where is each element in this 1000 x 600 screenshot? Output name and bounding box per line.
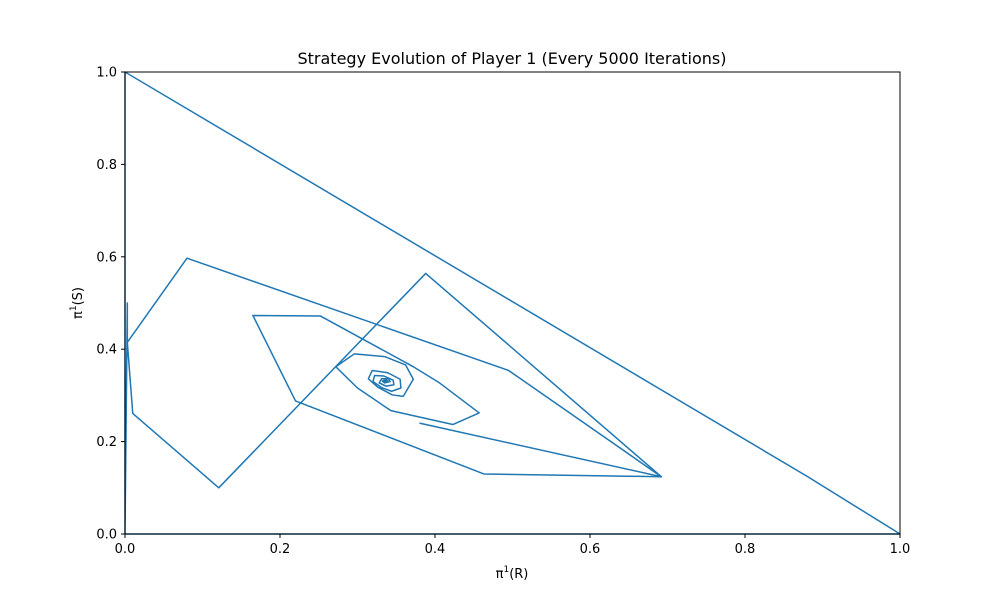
x-tick-label: 0.4: [425, 542, 446, 557]
y-tick-label: 0.0: [96, 528, 117, 543]
y-tick-label: 0.8: [96, 158, 117, 173]
y-axis-label: π1(S): [69, 287, 86, 319]
series-group: [124, 71, 901, 535]
x-tick-label: 1.0: [890, 542, 911, 557]
x-axis-label-rest: (R): [509, 567, 528, 582]
y-axis-label-sup: 1: [69, 305, 79, 311]
x-tick-label: 0.2: [270, 542, 291, 557]
plot-frame: [124, 71, 901, 535]
y-tick-label: 0.2: [96, 435, 117, 450]
x-tick-label: 0.0: [115, 542, 136, 557]
x-tick-label: 0.8: [735, 542, 756, 557]
x-axis-label-sup: 1: [503, 565, 509, 575]
y-axis-ticks: 0.0 0.2 0.4 0.6 0.8 1.0: [96, 66, 125, 543]
y-tick-label: 1.0: [96, 66, 117, 81]
chart-title: Strategy Evolution of Player 1 (Every 50…: [297, 49, 726, 68]
x-axis-label-base: π: [496, 567, 504, 582]
strategy-trajectory-line-1: [124, 71, 901, 535]
y-axis-label-base: π: [71, 311, 86, 319]
x-tick-label: 0.6: [580, 542, 601, 557]
y-tick-label: 0.6: [96, 250, 117, 265]
x-axis-ticks: 0.0 0.2 0.4 0.6 0.8 1.0: [115, 534, 911, 557]
y-tick-label: 0.4: [96, 343, 117, 358]
y-axis-label-rest: (S): [71, 287, 86, 305]
x-axis-label: π1(R): [496, 565, 529, 582]
strategy-trajectory-line-2: [126, 257, 663, 478]
